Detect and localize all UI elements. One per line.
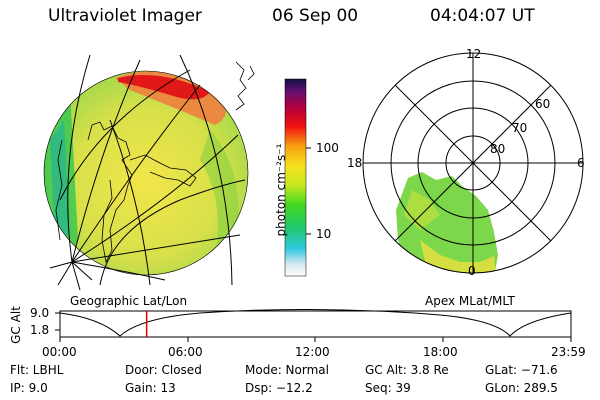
colorbar-tick-10: 10 [316,227,332,241]
time-tick-0600: 06:00 [168,345,203,359]
coastline [55,61,255,264]
gc-alt-info: GC Alt: 3.8 Re [365,363,449,377]
apex-caption: Apex MLat/MLT [425,294,515,308]
altitude-ylabel: GC Alt [9,306,23,344]
altitude-curve [59,308,572,337]
time-tick-1800: 18:00 [423,345,458,359]
polar-grid [362,52,584,274]
altitude-plot [55,308,572,342]
altitude-ytick-9: 9.0 [30,306,50,320]
time-label: 04:04:07 UT [430,6,535,26]
mlat-label-80: 80 [490,142,506,156]
door-info: Door: Closed [125,363,202,377]
instrument-title: Ultraviolet Imager [48,6,202,26]
time-tick-0000: 00:00 [42,345,77,359]
mlt-label-12: 12 [466,47,482,61]
geographic-grid [49,54,246,291]
geographic-caption: Geographic Lat/Lon [70,294,188,308]
filter-info: Flt: LBHL [10,363,64,377]
gain-info: Gain: 13 [125,381,176,395]
mlt-label-0: 0 [468,264,476,278]
colorbar-tick-100: 100 [316,141,339,155]
mlt-label-6: 6 [577,156,585,170]
mlt-label-18: 18 [347,156,363,170]
ip-info: IP: 9.0 [10,381,48,395]
altitude-ytick-1-8: 1.8 [30,323,50,337]
mode-info: Mode: Normal [245,363,329,377]
glat-info: GLat: −71.6 [485,363,558,377]
time-tick-2359: 23:59 [551,345,586,359]
date-label: 06 Sep 00 [272,6,359,26]
time-tick-1200: 12:00 [295,345,330,359]
colorbar-unit-label: photon cm⁻²s⁻¹ [274,143,288,237]
glon-info: GLon: 289.5 [485,381,558,395]
mlat-label-60: 60 [535,97,551,111]
seq-info: Seq: 39 [365,381,411,395]
dsp-info: Dsp: −12.2 [245,381,313,395]
mlat-label-70: 70 [512,121,528,135]
polar-plot [362,52,584,274]
colorbar [284,78,311,277]
